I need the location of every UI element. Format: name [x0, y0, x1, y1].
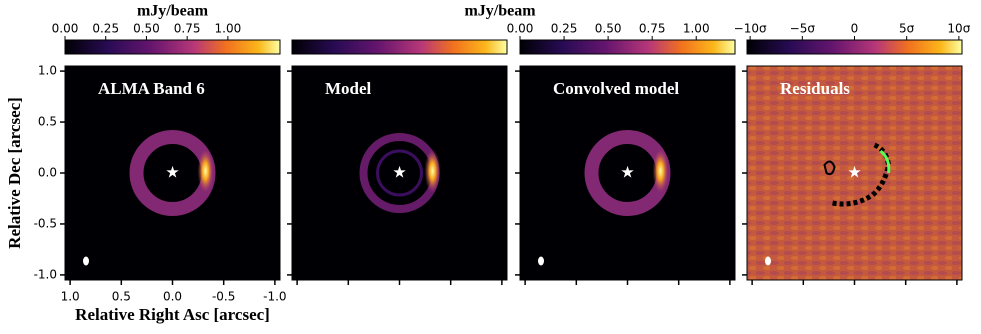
colorbar-tick-label: −10σ: [734, 22, 767, 36]
colorbar-tick-label: 1.00: [215, 22, 242, 36]
colorbar-tick-label: −5σ: [790, 22, 816, 36]
colorbar-tick-label: 0.00: [507, 22, 534, 36]
colorbar-tick-label: 0.50: [595, 22, 622, 36]
colorbar: [746, 39, 963, 55]
y-tick-label: 0.0: [38, 166, 57, 180]
star: ★: [847, 165, 861, 182]
colorbar-tick-label: 1.00: [683, 22, 710, 36]
colorbar-tick-label: 0.50: [133, 22, 160, 36]
y-tick-label: 0.5: [38, 115, 57, 129]
x-axis-label: Relative Right Asc [arcsec]: [75, 305, 270, 324]
colorbar-tick-label: 0.25: [92, 22, 119, 36]
colorbar-tick-label: 5σ: [899, 22, 915, 36]
beam: [538, 256, 544, 266]
panel-title: Convolved model: [553, 79, 679, 98]
x-tick-label: -1.0: [263, 290, 286, 304]
residual-map: [747, 66, 962, 280]
x-tick-label: 0.0: [163, 290, 182, 304]
bright-arc: [197, 149, 214, 193]
image-bg: [520, 66, 735, 280]
panel-title: Model: [325, 79, 372, 98]
inner-ring: [376, 149, 423, 197]
image: ★: [65, 66, 280, 280]
star: ★: [165, 165, 179, 182]
colorbar-label: mJy/beam: [137, 3, 209, 20]
colorbar-tick-label: 0.75: [639, 22, 666, 36]
x-tick-label: -0.5: [212, 290, 235, 304]
colorbar: [291, 39, 508, 55]
y-tick-label: -0.5: [34, 216, 57, 230]
y-axis-label: Relative Dec [arcsec]: [5, 97, 24, 249]
x-tick-label: 1.0: [61, 290, 80, 304]
image: ★: [747, 66, 962, 280]
colorbar-tick-label: 10σ: [947, 22, 970, 36]
panel-title: Residuals: [780, 79, 850, 98]
star: ★: [392, 165, 406, 182]
colorbar-tick-label: 0.25: [551, 22, 578, 36]
residual-contour: [879, 149, 891, 174]
colorbar: [64, 39, 281, 55]
panel-title: ALMA Band 6: [98, 79, 205, 98]
colorbar-tick-label: 0: [851, 22, 859, 36]
residual-contour: [832, 142, 892, 207]
colorbar-label: mJy/beam: [464, 3, 536, 20]
image: ★: [520, 66, 735, 280]
colorbar-tick-label: 0.00: [52, 22, 79, 36]
beam: [765, 256, 771, 266]
colorbar: [519, 39, 736, 55]
bright-arc: [652, 149, 669, 193]
star: ★: [620, 165, 634, 182]
colorbar-tick-label: 0.75: [174, 22, 201, 36]
beam: [83, 256, 89, 266]
y-tick-label: 1.0: [38, 64, 57, 78]
bright-arc: [424, 149, 441, 193]
y-tick-label: -1.0: [34, 267, 57, 281]
residual-contour: [823, 160, 836, 176]
x-tick-label: 0.5: [112, 290, 131, 304]
image-bg: [292, 66, 507, 280]
image: ★: [292, 66, 507, 280]
image-bg: [65, 66, 280, 280]
